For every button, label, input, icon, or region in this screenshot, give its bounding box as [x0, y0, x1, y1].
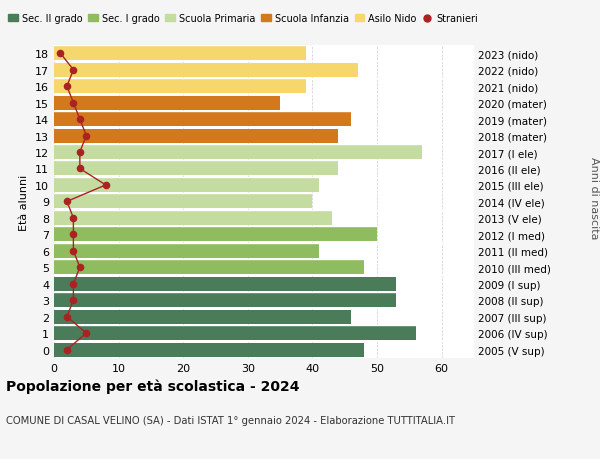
Text: Anni di nascita: Anni di nascita — [589, 156, 599, 239]
Point — [68, 67, 78, 74]
Y-axis label: Età alunni: Età alunni — [19, 174, 29, 230]
Bar — [54, 212, 332, 225]
Bar — [54, 96, 280, 110]
Point — [82, 133, 91, 140]
Point — [68, 297, 78, 304]
Point — [68, 100, 78, 107]
Point — [68, 247, 78, 255]
Text: COMUNE DI CASAL VELINO (SA) - Dati ISTAT 1° gennaio 2024 - Elaborazione TUTTITAL: COMUNE DI CASAL VELINO (SA) - Dati ISTAT… — [6, 415, 455, 425]
Point — [68, 231, 78, 239]
Point — [62, 346, 72, 353]
Bar — [54, 162, 338, 176]
Bar — [54, 310, 351, 324]
Bar — [54, 277, 397, 291]
Bar — [54, 326, 416, 341]
Bar — [54, 294, 397, 308]
Point — [75, 149, 85, 157]
Legend: Sec. II grado, Sec. I grado, Scuola Primaria, Scuola Infanzia, Asilo Nido, Stran: Sec. II grado, Sec. I grado, Scuola Prim… — [4, 10, 482, 28]
Point — [75, 165, 85, 173]
Bar — [54, 179, 319, 192]
Point — [75, 264, 85, 271]
Text: Popolazione per età scolastica - 2024: Popolazione per età scolastica - 2024 — [6, 379, 299, 393]
Bar — [54, 80, 306, 94]
Point — [62, 83, 72, 90]
Point — [101, 182, 110, 189]
Bar — [54, 343, 364, 357]
Point — [62, 313, 72, 321]
Bar — [54, 63, 358, 78]
Bar — [54, 195, 313, 209]
Point — [56, 50, 65, 58]
Bar — [54, 261, 364, 274]
Bar — [54, 129, 338, 143]
Bar — [54, 47, 306, 61]
Point — [75, 116, 85, 123]
Bar — [54, 228, 377, 242]
Point — [68, 280, 78, 288]
Point — [62, 198, 72, 206]
Point — [68, 215, 78, 222]
Bar — [54, 244, 319, 258]
Point — [82, 330, 91, 337]
Bar — [54, 113, 351, 127]
Bar — [54, 146, 422, 160]
